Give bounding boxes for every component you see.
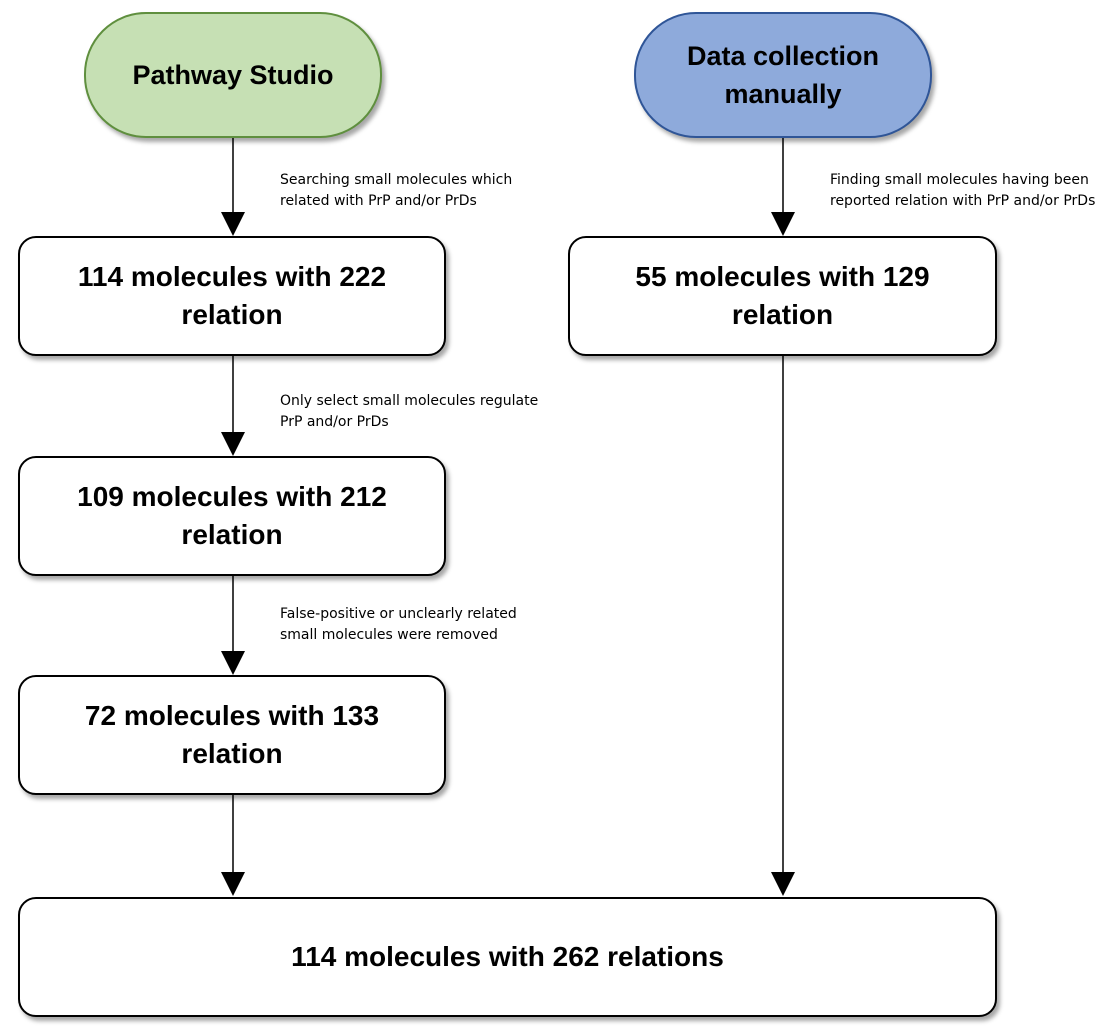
arrowhead-right-2 <box>771 872 795 896</box>
note-select-regulate-step: Only select small molecules regulate PrP… <box>280 391 538 433</box>
note-select-regulate-line1: Only select small molecules regulate <box>280 393 539 409</box>
note-manual-finding-line2: reported relation with PrP and/or PrDs <box>830 193 1096 209</box>
step-box-72-line2: relation <box>181 738 283 769</box>
step-box-55-molecules: 55 molecules with 129 relation <box>568 236 997 356</box>
note-search-step: Searching small molecules which related … <box>280 170 512 212</box>
note-manual-finding-line1: Finding small molecules having been <box>830 172 1089 188</box>
final-result-label: 114 molecules with 262 relations <box>291 941 724 972</box>
arrowhead-right-1 <box>771 212 795 236</box>
note-select-regulate-line2: PrP and/or PrDs <box>280 414 389 430</box>
note-remove-false-positive-step: False-positive or unclearly related smal… <box>280 604 517 646</box>
arrowhead-left-2 <box>221 432 245 456</box>
arrowhead-left-3 <box>221 651 245 675</box>
note-remove-false-positive-line2: small molecules were removed <box>280 627 498 643</box>
final-result-box: 114 molecules with 262 relations <box>18 897 997 1017</box>
step-box-109-line2: relation <box>181 519 283 550</box>
step-box-114-line1: 114 molecules with 222 <box>77 261 387 292</box>
step-box-72-molecules: 72 molecules with 133 relation <box>18 675 446 795</box>
source-data-collection-manually: Data collection manually <box>634 12 932 138</box>
step-box-55-line2: relation <box>731 299 834 330</box>
note-search-step-line1: Searching small molecules which <box>280 172 513 188</box>
note-remove-false-positive-line1: False-positive or unclearly related <box>280 606 517 622</box>
source-pathway-studio: Pathway Studio <box>84 12 382 138</box>
note-search-step-line2: related with PrP and/or PrDs <box>280 193 477 209</box>
step-box-55-line1: 55 molecules with 129 <box>635 261 930 292</box>
source-data-collection-label-line1: Data collection <box>686 41 880 71</box>
step-box-114-molecules: 114 molecules with 222 relation <box>18 236 446 356</box>
note-manual-finding-step: Finding small molecules having been repo… <box>830 170 1095 212</box>
arrowhead-left-4 <box>221 872 245 896</box>
arrowhead-left-1 <box>221 212 245 236</box>
step-box-114-line2: relation <box>181 299 283 330</box>
source-data-collection-label-line2: manually <box>724 79 842 109</box>
step-box-72-line1: 72 molecules with 133 <box>84 700 380 731</box>
step-box-109-line1: 109 molecules with 212 <box>77 481 387 512</box>
source-pathway-studio-label: Pathway Studio <box>132 60 334 90</box>
step-box-109-molecules: 109 molecules with 212 relation <box>18 456 446 576</box>
